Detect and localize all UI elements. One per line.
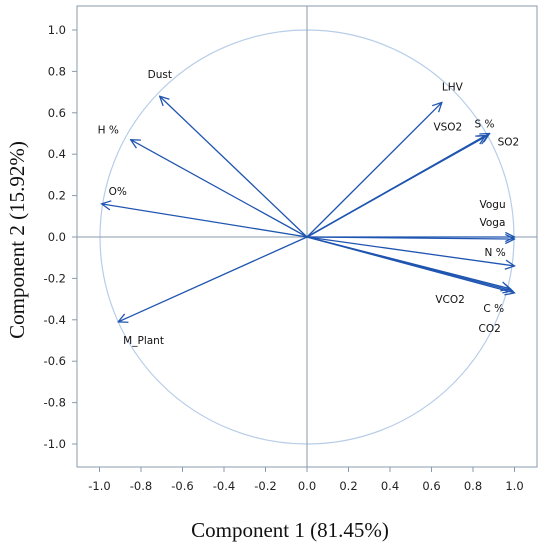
x-axis-title: Component 1 (81.45%) — [191, 518, 389, 542]
x-tick-label: 1.0 — [505, 479, 523, 493]
x-tick-label: -0.6 — [171, 479, 193, 493]
vector-arrow — [306, 102, 442, 238]
vector-label: LHV — [442, 81, 464, 93]
vector-arrow — [118, 236, 308, 322]
y-tick-label: -1.0 — [44, 437, 66, 451]
x-tick-label: 0.4 — [381, 479, 399, 493]
x-tick-label: -1.0 — [88, 479, 110, 493]
y-tick-label: -0.6 — [44, 354, 66, 368]
y-tick-label: -0.8 — [44, 396, 66, 410]
y-tick-label: 0.2 — [48, 189, 66, 203]
x-axis: -1.0 -0.8 -0.6 -0.4 -0.2 0.0 0.2 0.4 0.6 0.8 1.0 — [88, 467, 524, 493]
vector-label: O% — [109, 186, 127, 198]
vector-label: M_Plant — [123, 335, 164, 347]
y-axis-title: Component 2 (15.92%) — [5, 141, 29, 339]
vector-label: CO2 — [479, 323, 501, 335]
vector-arrow — [306, 134, 490, 238]
y-axis: 1.0 0.8 0.6 0.4 0.2 0.0 -0.2 -0.4 -0.6 -0.8 -1.0 — [44, 23, 77, 451]
variable-labels: Dust H % O% M_Plant LHV VSO2 S %SO2 Vogu Voga N %… — [98, 69, 520, 347]
vector-arrow — [160, 96, 308, 238]
y-tick-label: 0.0 — [48, 230, 66, 244]
x-tick-label: 0.0 — [298, 479, 316, 493]
vector-arrow — [131, 140, 308, 238]
loading-vectors — [102, 96, 515, 322]
vector-arrow — [306, 236, 515, 293]
vector-label: Dust — [148, 69, 172, 81]
vector-label: VCO2 — [435, 294, 464, 306]
x-tick-label: -0.8 — [130, 479, 152, 493]
vector-label: Vogu — [480, 199, 506, 211]
vector-label: S % — [475, 119, 495, 131]
vector-label: VSO2 — [433, 122, 462, 134]
vector-label: C % — [483, 303, 504, 315]
x-tick-label: -0.2 — [254, 479, 276, 493]
x-tick-label: 0.6 — [422, 479, 440, 493]
x-tick-label: 0.2 — [339, 479, 357, 493]
vector-label: SO2 — [498, 137, 520, 149]
vector-label: N % — [485, 247, 506, 259]
y-tick-label: 0.4 — [48, 147, 66, 161]
vector-arrow — [306, 237, 515, 239]
vector-arrow — [102, 204, 308, 238]
y-tick-label: 1.0 — [48, 23, 66, 37]
vector-label: Voga — [480, 217, 506, 229]
y-tick-label: -0.2 — [44, 271, 66, 285]
y-tick-label: 0.6 — [48, 106, 66, 120]
y-tick-label: 0.8 — [48, 64, 66, 78]
y-tick-label: -0.4 — [44, 313, 66, 327]
x-tick-label: 0.8 — [464, 479, 482, 493]
vector-label: H % — [98, 125, 119, 137]
x-tick-label: -0.4 — [213, 479, 235, 493]
vector-arrow — [306, 236, 515, 266]
